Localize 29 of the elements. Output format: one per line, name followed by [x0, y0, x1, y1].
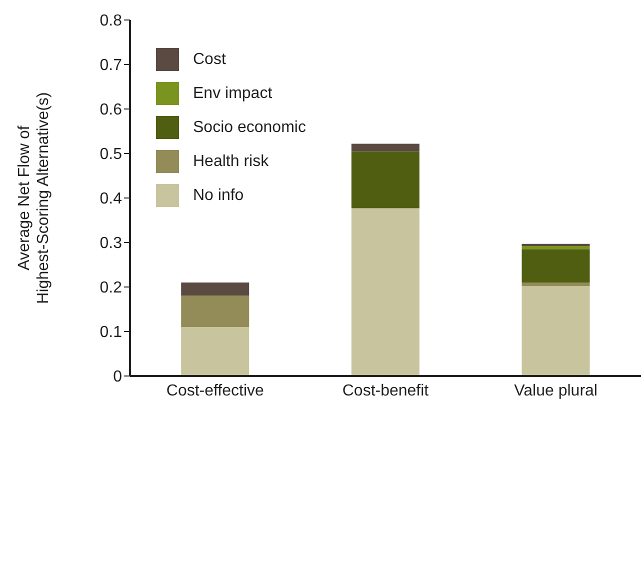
bar [351, 144, 420, 152]
y-tick-label: 0.2 [100, 280, 122, 297]
y-tick-label: 0.3 [100, 235, 122, 252]
bar [522, 286, 590, 376]
bar [351, 151, 420, 208]
x-tick-label: Cost-benefit [342, 382, 430, 400]
bar [522, 282, 590, 286]
bar [181, 295, 250, 328]
y-tick-label: 0.1 [100, 324, 122, 342]
bar [522, 244, 590, 246]
y-tick-label: 0.5 [100, 146, 122, 164]
bar [522, 246, 590, 250]
bar [181, 327, 250, 376]
y-tick-label: 0 [113, 368, 122, 386]
y-tick-label: 0.7 [100, 57, 122, 74]
y-tick-label: 0.6 [100, 102, 122, 119]
legend-label: Cost [193, 50, 226, 68]
legend-label: Env impact [193, 84, 272, 102]
x-tick-label: Cost-effective [166, 382, 264, 400]
y-axis-title: Average Net Flow of Highest-Scoring Alternative(s) [16, 92, 52, 304]
bar [522, 249, 590, 283]
legend-label: Socio economic [193, 118, 306, 136]
legend-label: Health risk [193, 152, 269, 170]
y-tick-label: 0.8 [100, 12, 122, 30]
y-tick-label: 0.4 [100, 190, 122, 208]
bar [181, 282, 250, 296]
bar [351, 208, 420, 376]
legend-label: No info [193, 186, 244, 204]
x-tick-label: Value plural [514, 382, 598, 400]
